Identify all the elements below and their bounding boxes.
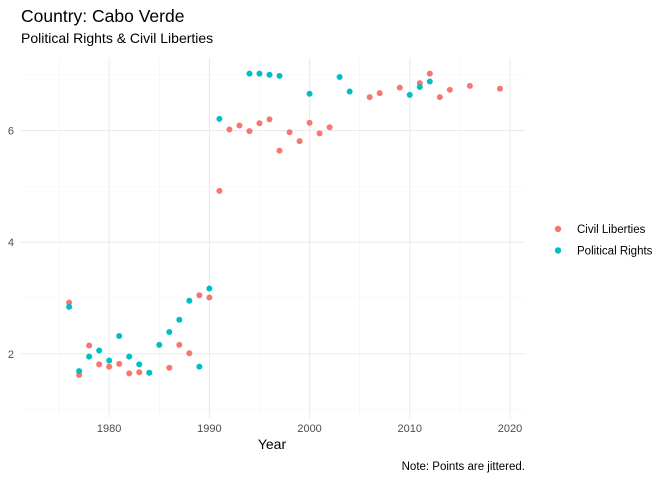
civil-liberties-point — [196, 292, 203, 299]
x-tick-labels: 1980 1990 2000 2010 2020 — [97, 423, 522, 435]
political-rights-point — [76, 368, 83, 375]
legend-label-political-rights: Political Rights — [577, 246, 653, 258]
civil-liberties-point — [396, 84, 403, 91]
political-rights-point — [156, 341, 163, 348]
political-rights-point — [306, 90, 313, 97]
y-tick-label: 4 — [8, 237, 14, 249]
x-tick-label: 2020 — [498, 423, 522, 435]
legend-key-political-rights — [554, 247, 562, 254]
civil-liberties-point — [136, 369, 143, 376]
civil-liberties-point — [226, 126, 233, 133]
data-points — [66, 70, 503, 379]
political-rights-point — [336, 73, 343, 80]
political-rights-point — [126, 353, 133, 360]
x-tick-label: 1990 — [197, 423, 221, 435]
civil-liberties-point — [296, 138, 303, 145]
political-rights-point — [276, 72, 283, 79]
civil-liberties-point — [236, 122, 243, 129]
civil-liberties-point — [216, 187, 223, 194]
civil-liberties-point — [426, 70, 433, 77]
civil-liberties-point — [446, 86, 453, 93]
political-rights-point — [186, 297, 193, 304]
x-tick-label: 1980 — [97, 423, 121, 435]
political-rights-point — [166, 329, 173, 336]
political-rights-point — [66, 303, 73, 310]
civil-liberties-point — [96, 361, 103, 368]
civil-liberties-point — [246, 128, 253, 135]
civil-liberties-point — [466, 82, 473, 89]
political-rights-point — [116, 332, 123, 339]
civil-liberties-point — [496, 85, 503, 92]
chart-subtitle: Political Rights & Civil Liberties — [21, 30, 213, 46]
civil-liberties-point — [316, 130, 323, 137]
political-rights-point — [176, 316, 183, 323]
civil-liberties-point — [166, 364, 173, 371]
political-rights-point — [86, 353, 93, 360]
political-rights-point — [216, 115, 223, 122]
civil-liberties-point — [126, 370, 133, 377]
political-rights-point — [196, 363, 203, 370]
political-rights-point — [266, 71, 273, 78]
legend-label-civil-liberties: Civil Liberties — [577, 224, 646, 236]
civil-liberties-point — [116, 360, 123, 367]
political-rights-point — [406, 91, 413, 98]
political-rights-point — [106, 357, 113, 364]
civil-liberties-point — [436, 94, 443, 101]
civil-liberties-point — [376, 90, 383, 97]
political-rights-point — [96, 347, 103, 354]
political-rights-point — [346, 88, 353, 95]
x-tick-label: 2010 — [398, 423, 422, 435]
chart-caption: Note: Points are jittered. — [402, 461, 525, 473]
political-rights-point — [146, 369, 153, 376]
political-rights-point — [256, 70, 263, 77]
civil-liberties-point — [176, 341, 183, 348]
civil-liberties-point — [186, 350, 193, 357]
y-tick-labels: 2 4 6 — [8, 126, 14, 361]
civil-liberties-point — [266, 116, 273, 123]
legend-key-civil-liberties — [554, 225, 562, 233]
grid — [21, 58, 525, 418]
civil-liberties-point — [66, 299, 73, 306]
x-axis-title: Year — [258, 436, 287, 452]
y-tick-label: 2 — [8, 349, 14, 361]
y-tick-label: 6 — [8, 126, 14, 138]
x-tick-label: 2000 — [297, 423, 321, 435]
political-rights-point — [136, 361, 143, 368]
civil-liberties-point — [86, 342, 93, 349]
civil-liberties-point — [286, 129, 293, 136]
legend: Civil Liberties Political Rights — [554, 224, 653, 258]
civil-liberties-point — [306, 119, 313, 126]
civil-liberties-point — [106, 363, 113, 370]
civil-liberties-point — [366, 94, 373, 101]
civil-liberties-point — [276, 147, 283, 154]
chart-title: Country: Cabo Verde — [21, 6, 184, 26]
political-rights-point — [416, 84, 423, 91]
political-rights-point — [206, 285, 213, 292]
civil-liberties-point — [206, 294, 213, 301]
civil-liberties-point — [326, 124, 333, 131]
political-rights-point — [246, 70, 253, 77]
political-rights-point — [426, 78, 433, 85]
civil-liberties-point — [256, 120, 263, 127]
